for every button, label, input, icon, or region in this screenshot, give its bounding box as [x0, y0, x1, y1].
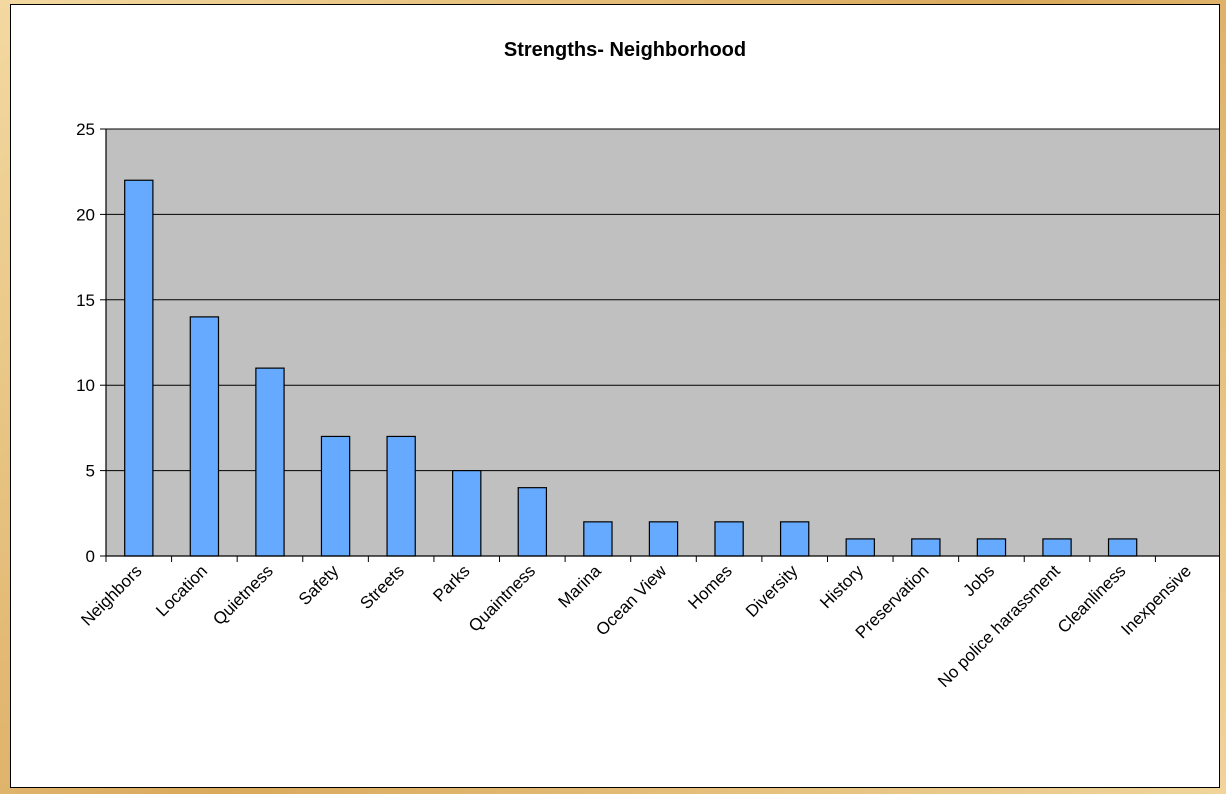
y-tick-label: 20: [76, 205, 95, 224]
bar-neighbors: [124, 179, 154, 557]
plot-area: [105, 128, 1219, 557]
x-tick-label: Safety: [295, 561, 343, 609]
y-tick-label: 5: [86, 462, 95, 481]
x-tick-label: Quietness: [209, 561, 277, 629]
bar-streets: [386, 435, 416, 557]
y-tick-label: 25: [76, 120, 95, 139]
bar-marina: [583, 521, 613, 557]
x-tick-label: Homes: [684, 561, 736, 613]
x-tick-label: Jobs: [959, 561, 998, 600]
x-tick-label: Diversity: [742, 561, 802, 621]
x-tick-label: Inexpensive: [1117, 561, 1195, 639]
bars: [124, 179, 1138, 557]
x-tick-label: Marina: [555, 561, 606, 612]
gridlines: [106, 128, 1219, 472]
x-tick-label: Streets: [356, 561, 408, 613]
bar-preservation: [911, 538, 941, 557]
bar-chart: Strengths- Neighborhood 0 5 10 15 20 25 Neigh…: [76, 39, 1219, 691]
x-tick-label: Ocean View: [592, 561, 671, 640]
bar-ocean-view: [648, 521, 679, 557]
bar-safety: [320, 435, 351, 557]
bar-homes: [714, 521, 744, 557]
y-tick-label: 15: [76, 291, 95, 310]
bar-history: [845, 538, 875, 557]
bar-diversity: [779, 521, 810, 557]
bar-quietness: [255, 367, 285, 557]
y-tick-label: 10: [76, 376, 95, 395]
bar-jobs: [976, 538, 1007, 557]
bar-location: [189, 316, 220, 557]
chart-title: Strengths- Neighborhood: [504, 39, 746, 61]
bar-no-police-harassment: [1042, 538, 1072, 557]
bar-parks: [452, 470, 482, 557]
y-axis-ticks: 0 5 10 15 20 25: [76, 120, 106, 566]
x-tick-label: History: [816, 561, 867, 612]
x-tick-label: Neighbors: [77, 561, 145, 629]
x-tick-label: Quaintness: [465, 561, 539, 635]
x-tick-label: Parks: [429, 561, 473, 605]
x-tick-label: Location: [152, 561, 211, 620]
chart-area: Strengths- Neighborhood 0 5 10 15 20 25 Neigh…: [10, 4, 1220, 788]
x-tick-label: No police harassment: [934, 561, 1064, 691]
bar-cleanliness: [1107, 538, 1138, 557]
axes: [105, 129, 1219, 562]
y-tick-label: 0: [86, 547, 95, 566]
bar-quaintness: [517, 487, 548, 557]
